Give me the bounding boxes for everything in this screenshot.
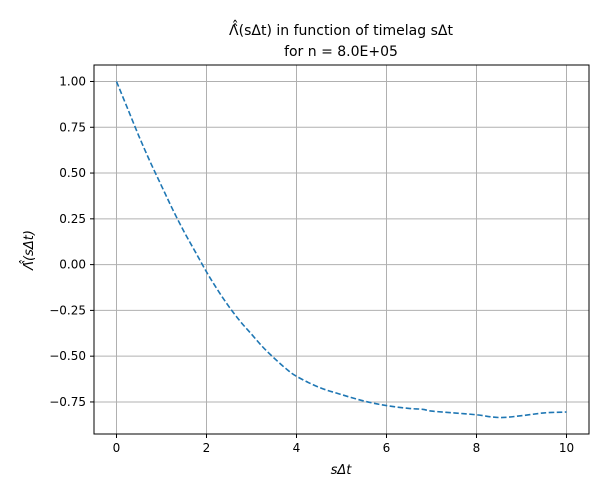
- chart-title-line-2: for n = 8.0E+05: [284, 44, 398, 60]
- x-axis: 0 2 4 6 8 10: [113, 434, 574, 455]
- x-tick-label: 10: [559, 441, 574, 455]
- series-line: [115, 81, 567, 419]
- y-axis-label: Λ̂̂(sΔt): [19, 230, 37, 271]
- y-tick-label: 0.25: [59, 212, 86, 226]
- x-tick-label: 6: [383, 441, 391, 455]
- y-tick-label: 0.75: [59, 120, 86, 134]
- x-tick-label: 2: [203, 441, 211, 455]
- x-tick-label: 4: [293, 441, 301, 455]
- y-tick-label: 0.00: [59, 258, 86, 272]
- plot-frame: [93, 64, 590, 435]
- chart-title-line-1: Λ̂̂(sΔt) in function of timelag sΔt: [229, 20, 453, 39]
- x-tick-label: 0: [113, 441, 121, 455]
- x-tick-label: 8: [473, 441, 481, 455]
- y-tick-label: −0.75: [49, 395, 86, 409]
- y-tick-label: −0.50: [49, 349, 86, 363]
- grid-lines: [94, 65, 589, 434]
- y-tick-label: 1.00: [59, 74, 86, 88]
- y-axis: 1.00 0.75 0.50 0.25 0.00 −0.25 −0.50 −0.75: [49, 74, 94, 409]
- y-tick-label: 0.50: [59, 166, 86, 180]
- series-layer: [115, 81, 567, 419]
- x-axis-label: sΔt: [331, 463, 353, 478]
- y-tick-label: −0.25: [49, 303, 86, 317]
